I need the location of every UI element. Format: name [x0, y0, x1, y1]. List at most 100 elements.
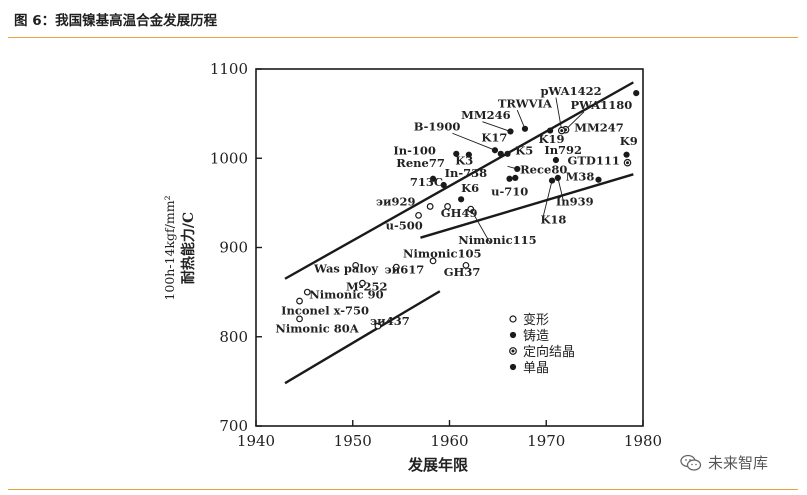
point-label: u-710 [491, 185, 528, 199]
data-point [426, 203, 434, 210]
data-point [440, 181, 447, 189]
data-point [504, 150, 511, 157]
data-point [552, 156, 560, 164]
legend-marker-core [511, 349, 515, 353]
point-label: MM247 [574, 120, 623, 134]
point-label: MM246 [461, 108, 510, 122]
x-tick-label: 1980 [624, 432, 662, 450]
legend-marker [509, 363, 517, 371]
figure-title: 图 6：我国镍基高温合金发展历程 [14, 13, 218, 29]
data-point [392, 263, 400, 271]
trend-line [420, 173, 634, 239]
point-label: In-100 [393, 144, 436, 158]
data-point [595, 176, 602, 183]
data-point [623, 151, 630, 158]
data-point [303, 288, 311, 296]
data-point [491, 147, 499, 154]
point-label: эи437 [370, 314, 410, 328]
legend-label: 定向结晶 [523, 344, 575, 360]
y-tick-label: 1100 [210, 60, 248, 78]
point-label: In792 [544, 143, 582, 157]
point-label: K19 [539, 132, 565, 146]
point-label: GH49 [441, 206, 478, 220]
data-point-core [560, 129, 564, 133]
x-axis-label: 发展年限 [407, 456, 468, 474]
point-label: K18 [540, 212, 566, 226]
data-point [352, 261, 360, 269]
point-label: K17 [481, 130, 507, 144]
data-point [458, 196, 465, 203]
leader-line [557, 177, 565, 203]
data-point [547, 127, 554, 134]
point-label: u-500 [386, 219, 423, 233]
data-point [462, 261, 470, 269]
data-point [296, 297, 303, 305]
watermark-text: 未来智库 [708, 454, 769, 472]
legend-label: 铸造 [523, 328, 549, 344]
data-point [554, 174, 561, 181]
x-tick-label: 1970 [527, 432, 565, 450]
legend-marker [509, 315, 517, 323]
point-label: pWA1422 [540, 84, 601, 98]
y-tick-label: 700 [219, 417, 248, 435]
y-tick-label: 900 [219, 239, 248, 257]
data-point [548, 177, 556, 184]
y-axis-label-line1: 100h-14kgf/mm² [162, 195, 177, 300]
x-tick-label: 1940 [237, 432, 275, 450]
legend-label: 变形 [523, 312, 549, 328]
point-label: M-252 [346, 279, 388, 293]
data-point [359, 279, 366, 287]
leader-line [555, 97, 563, 131]
y-axis-label-line2: 耐热能力/C [180, 212, 197, 284]
point-label: M38 [566, 170, 595, 184]
data-point [444, 203, 451, 210]
data-point [296, 315, 303, 323]
point-label: K3 [455, 153, 473, 167]
point-label: PWA1180 [570, 98, 632, 112]
data-point [512, 174, 519, 181]
point-label: In939 [556, 195, 594, 209]
data-point [521, 125, 529, 132]
watermark: 未来智库 [680, 452, 768, 473]
point-label: Nimonic 80A [275, 321, 359, 335]
top-divider [8, 37, 798, 38]
data-point [497, 150, 504, 157]
trend-line [284, 81, 634, 280]
data-point [467, 205, 475, 213]
data-point [633, 89, 640, 97]
point-label: K5 [515, 144, 533, 158]
legend-label: 单晶 [523, 361, 549, 376]
point-label: 713C [410, 175, 443, 189]
legend-marker [509, 331, 517, 339]
data-point [507, 128, 514, 135]
point-label: Nimonic105 [403, 246, 481, 260]
point-label: B-1900 [414, 120, 461, 134]
point-label: Rece80 [520, 162, 567, 176]
point-label: Was paloy [313, 261, 378, 275]
leader-line [541, 180, 553, 220]
data-point [374, 322, 382, 330]
chart-axes: 1940 1950 1960 1970 1980 700 800 900 1000 1100 [210, 60, 662, 450]
data-point [429, 257, 437, 265]
leader-line [565, 111, 585, 131]
point-label: In-738 [445, 166, 488, 180]
point-label: K6 [461, 181, 479, 195]
y-tick-label: 1000 [210, 149, 248, 167]
leader-line [470, 208, 491, 244]
x-tick-label: 1950 [334, 432, 372, 450]
point-label: GH37 [444, 265, 481, 279]
data-point [453, 150, 460, 157]
leader-line [452, 132, 496, 151]
x-tick-label: 1960 [430, 432, 468, 450]
y-tick-label: 800 [219, 328, 248, 346]
data-point [429, 175, 437, 182]
point-label: Rene77 [396, 156, 445, 170]
point-label: TRWVIA [498, 96, 553, 110]
point-label: GTD111 [568, 153, 620, 167]
data-point [506, 175, 513, 182]
data-point [514, 165, 521, 173]
leader-line [516, 109, 526, 129]
